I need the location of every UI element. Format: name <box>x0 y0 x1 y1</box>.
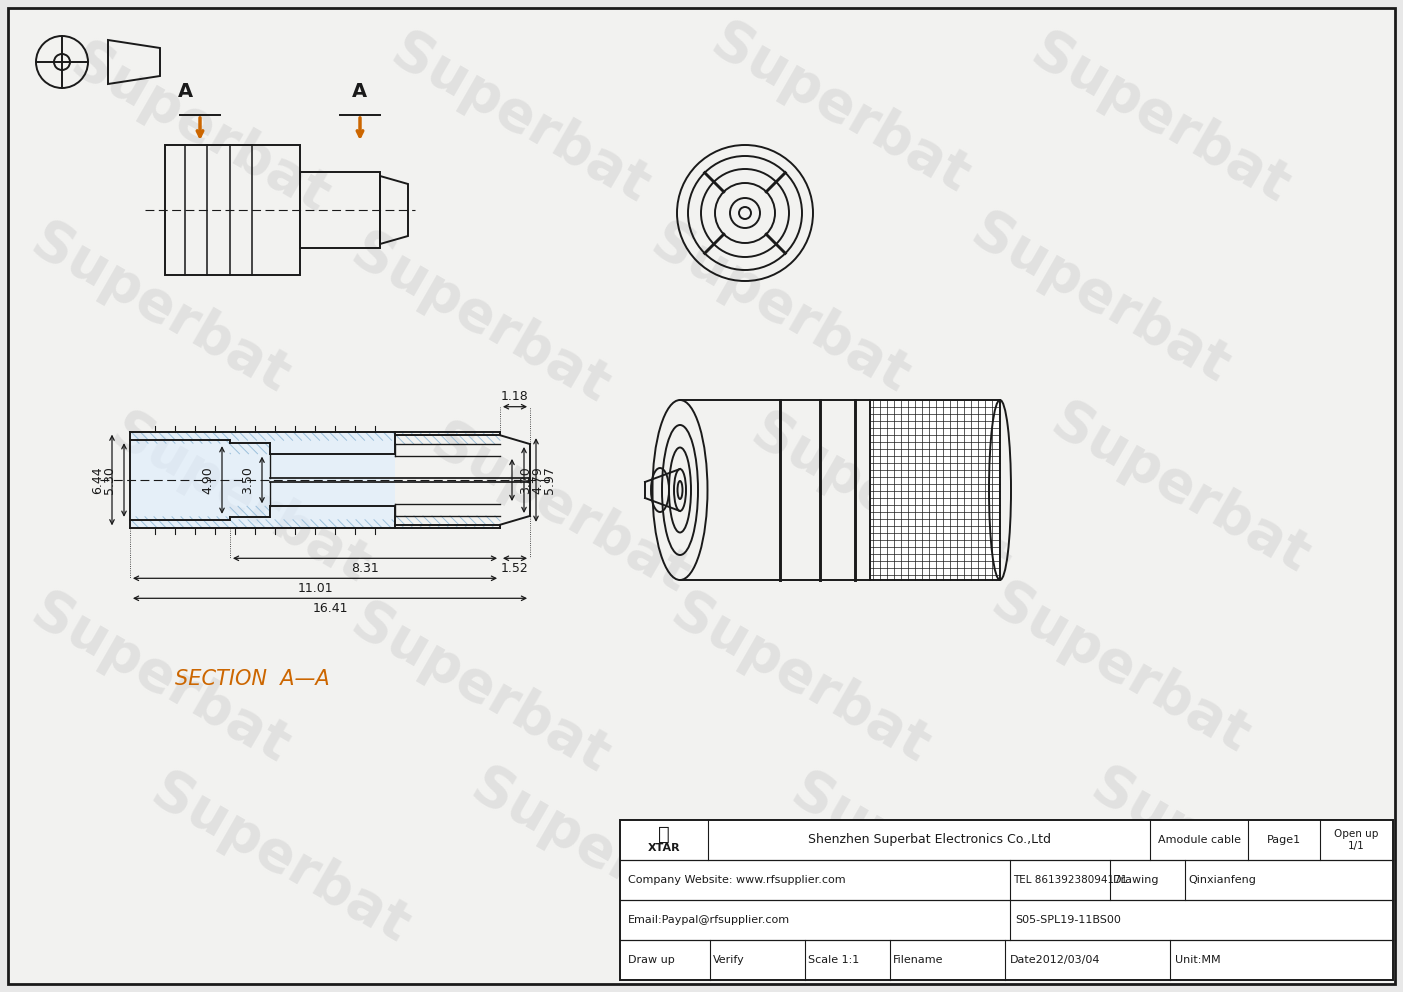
Text: Amodule cable: Amodule cable <box>1159 835 1242 845</box>
Text: Superbat: Superbat <box>22 584 297 776</box>
Text: A: A <box>178 82 194 101</box>
Text: Shenzhen Superbat Electronics Co.,Ltd: Shenzhen Superbat Electronics Co.,Ltd <box>808 833 1051 846</box>
Text: Superbat: Superbat <box>342 594 619 786</box>
Text: XTAR: XTAR <box>648 843 680 853</box>
Text: Superbat: Superbat <box>62 35 338 225</box>
Text: Draw up: Draw up <box>629 955 675 965</box>
Text: Superbat: Superbat <box>781 765 1058 955</box>
Text: Superbat: Superbat <box>643 214 918 406</box>
Text: Unit:MM: Unit:MM <box>1174 955 1221 965</box>
Text: Superbat: Superbat <box>382 25 658 215</box>
Text: 3.50: 3.50 <box>241 466 254 494</box>
Text: A: A <box>352 82 368 101</box>
Text: Drawing: Drawing <box>1113 875 1159 885</box>
Text: 1.18: 1.18 <box>501 390 529 403</box>
Text: Company Website: www.rfsupplier.com: Company Website: www.rfsupplier.com <box>629 875 846 885</box>
Text: Qinxianfeng: Qinxianfeng <box>1188 875 1256 885</box>
Text: Superbat: Superbat <box>702 15 978 205</box>
Text: Superbat: Superbat <box>1042 395 1317 585</box>
Text: Superbat: Superbat <box>342 224 619 416</box>
Text: Scale 1:1: Scale 1:1 <box>808 955 859 965</box>
Text: Superbat: Superbat <box>462 760 738 950</box>
Text: Page1: Page1 <box>1267 835 1301 845</box>
Text: Superbat: Superbat <box>1082 760 1358 950</box>
Text: Superbat: Superbat <box>422 415 699 605</box>
Text: TEL 86139238094171: TEL 86139238094171 <box>1013 875 1128 885</box>
Text: Ⓡ: Ⓡ <box>658 824 669 843</box>
Text: Email:Paypal@rfsupplier.com: Email:Paypal@rfsupplier.com <box>629 915 790 925</box>
Text: 4.79: 4.79 <box>532 466 544 494</box>
Text: 5.30: 5.30 <box>104 466 116 494</box>
Bar <box>166 145 300 275</box>
Text: Filename: Filename <box>892 955 943 965</box>
Text: Superbat: Superbat <box>102 405 377 595</box>
Text: Superbat: Superbat <box>1021 25 1298 215</box>
Text: Superbat: Superbat <box>962 204 1237 396</box>
Text: 4.90: 4.90 <box>202 466 215 494</box>
Text: 16.41: 16.41 <box>313 602 348 615</box>
Text: SECTION  A—A: SECTION A—A <box>175 669 330 689</box>
Text: 5.97: 5.97 <box>543 466 557 494</box>
Bar <box>130 432 396 529</box>
Text: Open up
1/1: Open up 1/1 <box>1334 829 1378 851</box>
Text: Superbat: Superbat <box>22 214 297 406</box>
Text: 8.31: 8.31 <box>351 561 379 574</box>
Text: 3.20: 3.20 <box>519 466 533 494</box>
Bar <box>620 820 1393 980</box>
Text: 1.52: 1.52 <box>501 561 529 574</box>
Text: Superbat: Superbat <box>662 584 939 776</box>
Text: Verify: Verify <box>713 955 745 965</box>
Bar <box>300 172 380 248</box>
Text: Superbat: Superbat <box>982 574 1258 765</box>
Text: Superbat: Superbat <box>742 405 1019 595</box>
Text: S05-SPL19-11BS00: S05-SPL19-11BS00 <box>1014 915 1121 925</box>
Bar <box>870 400 1000 580</box>
Text: 6.44: 6.44 <box>91 466 104 494</box>
Text: 11.01: 11.01 <box>297 581 333 595</box>
Text: Date2012/03/04: Date2012/03/04 <box>1010 955 1100 965</box>
Text: Superbat: Superbat <box>142 765 418 955</box>
